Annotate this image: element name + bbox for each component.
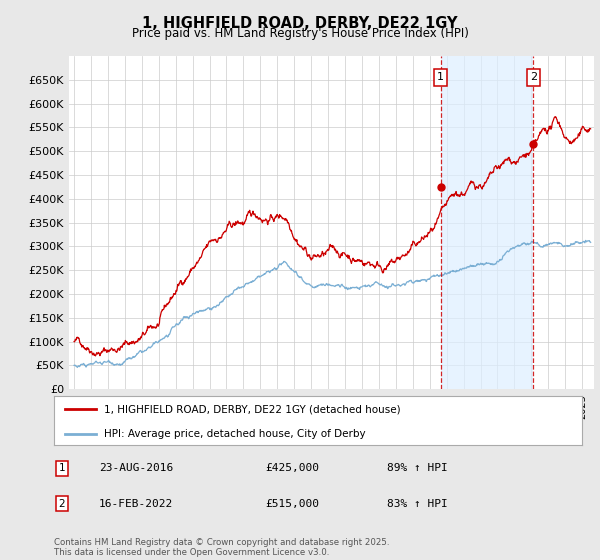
Text: £425,000: £425,000 <box>265 463 319 473</box>
Text: Contains HM Land Registry data © Crown copyright and database right 2025.
This d: Contains HM Land Registry data © Crown c… <box>54 538 389 557</box>
Bar <box>441 56 533 389</box>
Text: Price paid vs. HM Land Registry's House Price Index (HPI): Price paid vs. HM Land Registry's House … <box>131 27 469 40</box>
Text: 2: 2 <box>530 72 537 82</box>
Text: HPI: Average price, detached house, City of Derby: HPI: Average price, detached house, City… <box>104 429 366 439</box>
Text: 83% ↑ HPI: 83% ↑ HPI <box>386 499 448 508</box>
Text: 1, HIGHFIELD ROAD, DERBY, DE22 1GY: 1, HIGHFIELD ROAD, DERBY, DE22 1GY <box>142 16 458 31</box>
Text: 16-FEB-2022: 16-FEB-2022 <box>99 499 173 508</box>
Text: 2: 2 <box>59 499 65 508</box>
Text: 1: 1 <box>59 463 65 473</box>
Text: 89% ↑ HPI: 89% ↑ HPI <box>386 463 448 473</box>
Text: 1: 1 <box>437 72 444 82</box>
Text: 23-AUG-2016: 23-AUG-2016 <box>99 463 173 473</box>
Text: 1, HIGHFIELD ROAD, DERBY, DE22 1GY (detached house): 1, HIGHFIELD ROAD, DERBY, DE22 1GY (deta… <box>104 404 401 414</box>
Text: £515,000: £515,000 <box>265 499 319 508</box>
